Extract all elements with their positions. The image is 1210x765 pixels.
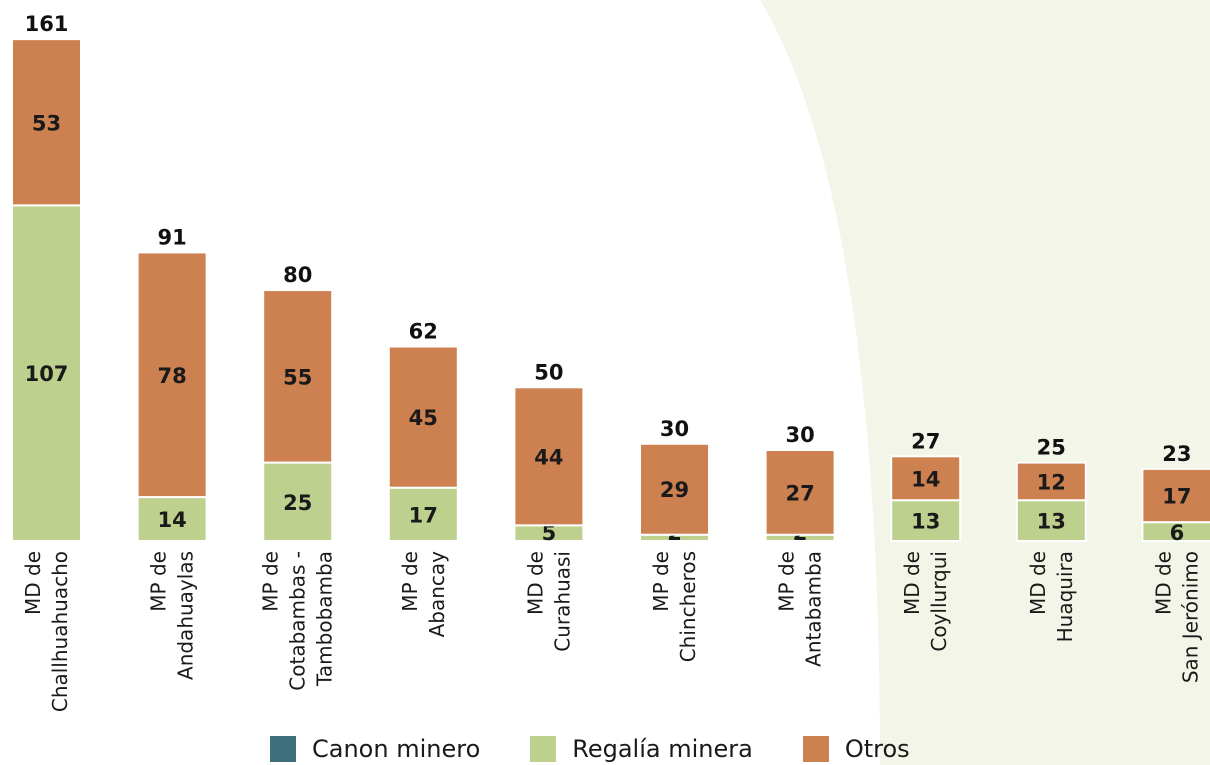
bar-segment <box>262 461 334 543</box>
bar-total-label: 30 <box>660 417 689 441</box>
chart-legend: Canon minero Regalía minera Otros <box>270 736 960 762</box>
bar-segment-label: 27 <box>785 481 814 505</box>
bar-segment-label: 29 <box>660 478 689 502</box>
x-axis-label: MP de Cotabambas - Tambobamba <box>259 551 337 691</box>
x-axis-label-line: MD de <box>1151 551 1175 615</box>
bar-total-label: 91 <box>157 225 186 249</box>
legend-item-otros: Otros <box>802 735 910 763</box>
bar-segment <box>764 449 836 536</box>
x-axis-label-line: Andahuaylas <box>174 551 198 680</box>
x-axis-label-line: MD de <box>21 551 45 615</box>
bar-segment-label: 17 <box>409 503 438 527</box>
bar-total-label: 25 <box>1037 436 1066 460</box>
bar-segment-label: 107 <box>25 362 69 386</box>
bar-segment <box>1141 467 1210 524</box>
x-axis-label-line: San Jerónimo <box>1178 551 1202 683</box>
legend-swatch-regalia-minera <box>530 736 557 762</box>
bar-segment-label: 45 <box>409 406 438 430</box>
legend-label-canon-minero: Canon minero <box>312 735 481 763</box>
bar-segment <box>639 442 710 536</box>
x-axis-label-line: MP de <box>775 551 799 612</box>
bar-total-label: 23 <box>1162 442 1191 466</box>
bar-segment <box>1015 499 1087 542</box>
bar-segment <box>136 251 208 499</box>
bar-segment-label: 55 <box>283 365 312 389</box>
x-axis-label-line: MP de <box>259 551 283 612</box>
x-axis-label-line: MP de <box>398 551 422 612</box>
bar-total-label: 30 <box>785 423 814 447</box>
x-axis-label-line: MP de <box>147 551 171 612</box>
bar-segment <box>387 486 459 543</box>
x-axis-label: MD de Curahuasi <box>523 551 574 652</box>
bar-segment-label: 78 <box>157 364 186 388</box>
legend-swatch-otros <box>802 736 829 762</box>
legend-label-otros: Otros <box>844 735 910 763</box>
bar-segment-label: 17 <box>1162 485 1191 509</box>
bar-segment <box>11 38 82 207</box>
bar-segment <box>890 455 962 502</box>
bar-segment-label: 25 <box>283 491 312 515</box>
x-axis-label-line: MD de <box>900 551 924 615</box>
bar-segment-label: 53 <box>32 111 61 135</box>
bar-segment-label: 14 <box>911 467 940 491</box>
x-axis-label-line: Curahuasi <box>550 551 574 652</box>
x-axis-label-line: Abancay <box>425 551 449 638</box>
bar-total-label: 161 <box>25 12 69 36</box>
x-axis-label: MP de Abancay <box>398 551 449 638</box>
x-axis-label-line: Tambobamba <box>313 551 337 687</box>
x-axis-label: MD de Coyllurqui <box>900 551 951 652</box>
bar-segment-label: 13 <box>1037 510 1066 534</box>
x-axis-label: MD de Challhuahuacho <box>21 551 72 712</box>
bar-segment-label: 12 <box>1037 470 1066 494</box>
x-axis-label: MD de Huaquira <box>1026 551 1077 642</box>
x-axis-label-line: MD de <box>1026 551 1050 615</box>
bar-total-label: 80 <box>283 263 312 287</box>
background-arc-shape <box>760 0 1210 765</box>
x-axis-label-line: Huaquira <box>1053 551 1077 642</box>
x-axis-label: MD de San Jerónimo <box>1151 551 1202 683</box>
x-axis-label: MP de Chincheros <box>649 551 700 662</box>
bar-segment-label: 5 <box>542 521 557 545</box>
x-axis-label-line: Coyllurqui <box>927 551 951 652</box>
bar-total-label: 62 <box>409 320 438 344</box>
x-axis-label: MP de Andahuaylas <box>147 551 198 680</box>
x-axis-label-line: MP de <box>649 551 673 612</box>
bar-segment-label: 13 <box>911 510 940 534</box>
x-axis-label-line: Chincheros <box>676 551 700 662</box>
legend-swatch-canon-minero <box>270 736 296 762</box>
bar-segment <box>1015 461 1087 502</box>
bar-segment-label: 14 <box>157 508 186 532</box>
x-axis-label-line: Challhuahuacho <box>48 551 72 712</box>
bar-segment <box>513 386 585 527</box>
bar-segment-label: 44 <box>534 445 563 469</box>
x-axis-label: MP de Antabamba <box>775 551 826 667</box>
legend-item-regalia-minera: Regalía minera <box>530 736 753 762</box>
legend-item-canon-minero: Canon minero <box>270 736 480 762</box>
bar-segment <box>387 345 459 489</box>
bar-total-label: 27 <box>911 429 940 453</box>
x-axis-label-line: Antabamba <box>802 551 826 667</box>
legend-label-regalia-minera: Regalía minera <box>572 735 753 763</box>
x-axis-label-line: MD de <box>523 551 547 615</box>
bar-total-label: 50 <box>534 360 563 384</box>
bar-segment <box>262 289 334 464</box>
x-axis-label-line: Cotabambas - <box>286 551 310 691</box>
bar-segment-label: 6 <box>1170 521 1185 545</box>
